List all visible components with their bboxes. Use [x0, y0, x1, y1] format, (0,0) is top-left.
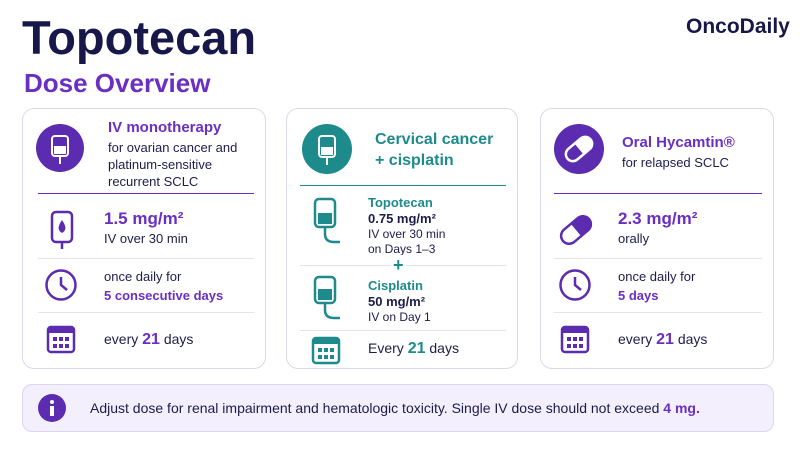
cycle: Every 21 days	[368, 339, 459, 358]
cycle-text: every	[618, 331, 653, 347]
note-text: Adjust dose for renal impairment and hem…	[90, 400, 660, 416]
drug-amount: 50 mg/m²	[368, 294, 426, 309]
icon-vial	[50, 210, 74, 249]
frequency-emphasis: 5 days	[618, 288, 659, 303]
icon-capsule	[559, 214, 593, 246]
dose-amount: 1.5 mg/m²	[104, 209, 184, 228]
brand: OncoDaily	[686, 15, 790, 38]
icon-info	[38, 394, 66, 422]
card-title: Cervical cancer + cisplatin	[375, 131, 494, 169]
icon-clock	[45, 269, 77, 301]
note: Adjust dose for renal impairment and hem…	[90, 400, 700, 417]
cycle-text: days	[429, 340, 459, 356]
dose-route: orally	[618, 231, 650, 246]
frequency: once daily for	[618, 269, 696, 284]
divider	[554, 193, 762, 194]
dose-route: IV over 30 min	[104, 231, 188, 246]
drug-amount: 0.75 mg/m²	[368, 211, 436, 226]
title: Topotecan	[22, 11, 257, 64]
note-box	[22, 384, 774, 432]
cycle-text: days	[677, 331, 708, 347]
cycle-text: every	[104, 331, 139, 347]
divider	[554, 258, 762, 259]
card-description: for relapsed SCLC	[622, 155, 729, 170]
divider	[300, 185, 506, 186]
divider	[38, 258, 254, 259]
plus: +	[391, 255, 406, 277]
icon-iv-bag	[302, 124, 352, 174]
dose-amount: 2.3 mg/m²	[618, 209, 698, 228]
divider	[300, 330, 506, 331]
icon-calendar	[311, 336, 341, 365]
icon-iv-bag	[313, 197, 340, 244]
icon-iv-bag	[36, 124, 84, 172]
icon-iv-bag	[313, 275, 340, 320]
icon-calendar	[560, 325, 590, 354]
drug-detail: on Days 1–3	[368, 242, 436, 256]
icon-capsule	[554, 124, 604, 174]
card-description: for ovarian cancer and platinum-sensitiv…	[108, 140, 238, 189]
divider	[554, 312, 762, 313]
cycle-number: 21	[656, 331, 674, 348]
drug-detail: IV on Day 1	[368, 310, 431, 324]
cycle-text: days	[163, 331, 194, 347]
divider	[38, 193, 254, 194]
cycle-number: 21	[407, 340, 426, 357]
frequency-emphasis: 5 consecutive days	[104, 288, 224, 303]
cycle-number: 21	[142, 331, 160, 348]
subtitle: Dose Overview	[24, 68, 211, 98]
cycle: every 21 days	[104, 330, 193, 349]
drug-name: Topotecan	[368, 195, 433, 210]
cycle-text: Every	[368, 340, 404, 356]
icon-calendar	[46, 325, 76, 354]
cycle: every 21 days	[618, 330, 707, 349]
card-title: Oral Hycamtin®	[622, 134, 735, 151]
divider	[38, 312, 254, 313]
frequency: once daily for	[104, 269, 182, 284]
drug-name: Cisplatin	[368, 278, 423, 293]
note-emphasis: 4 mg.	[663, 400, 700, 416]
card-title: IV monotherapy	[108, 119, 222, 136]
drug-detail: IV over 30 min	[368, 227, 446, 241]
icon-clock	[559, 269, 591, 301]
